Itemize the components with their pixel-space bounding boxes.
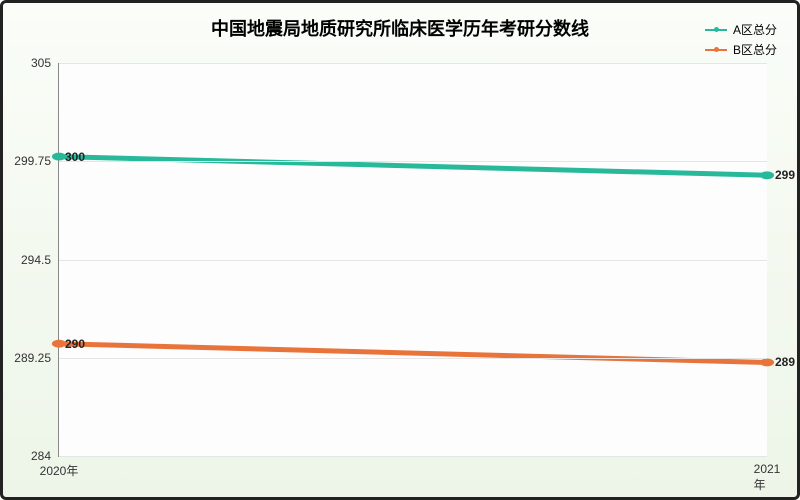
legend-swatch-a	[705, 29, 727, 31]
legend-swatch-b	[705, 49, 727, 51]
legend-label-a: A区总分	[733, 21, 777, 38]
series-marker	[760, 358, 774, 366]
gridline	[59, 161, 767, 162]
data-label: 290	[65, 337, 85, 351]
series-marker	[760, 171, 774, 179]
gridline	[59, 260, 767, 261]
ytick-label: 289.25	[14, 351, 51, 365]
data-label: 300	[65, 150, 85, 164]
gridline	[59, 358, 767, 359]
chart-title: 中国地震局地质研究所临床医学历年考研分数线	[211, 15, 589, 41]
gridline	[59, 63, 767, 64]
series-marker	[52, 153, 66, 161]
legend: A区总分 B区总分	[705, 21, 777, 61]
ytick-label: 284	[31, 449, 51, 463]
ytick-label: 294.5	[21, 253, 51, 267]
chart-container: 中国地震局地质研究所临床医学历年考研分数线 A区总分 B区总分 284289.2…	[0, 0, 800, 500]
series-marker	[52, 340, 66, 348]
gridline	[59, 456, 767, 457]
series-line	[59, 344, 767, 363]
ytick-label: 305	[31, 56, 51, 70]
data-label: 299	[775, 168, 795, 182]
xtick-label: 2020年	[40, 462, 79, 479]
xtick-label: 2021年	[754, 462, 781, 493]
legend-label-b: B区总分	[733, 41, 777, 58]
plot-area: 284289.25294.5299.753052020年2021年3002992…	[58, 63, 767, 457]
ytick-label: 299.75	[14, 154, 51, 168]
data-label: 289	[775, 355, 795, 369]
legend-item-a: A区总分	[705, 21, 777, 38]
legend-item-b: B区总分	[705, 41, 777, 58]
series-line	[59, 157, 767, 176]
